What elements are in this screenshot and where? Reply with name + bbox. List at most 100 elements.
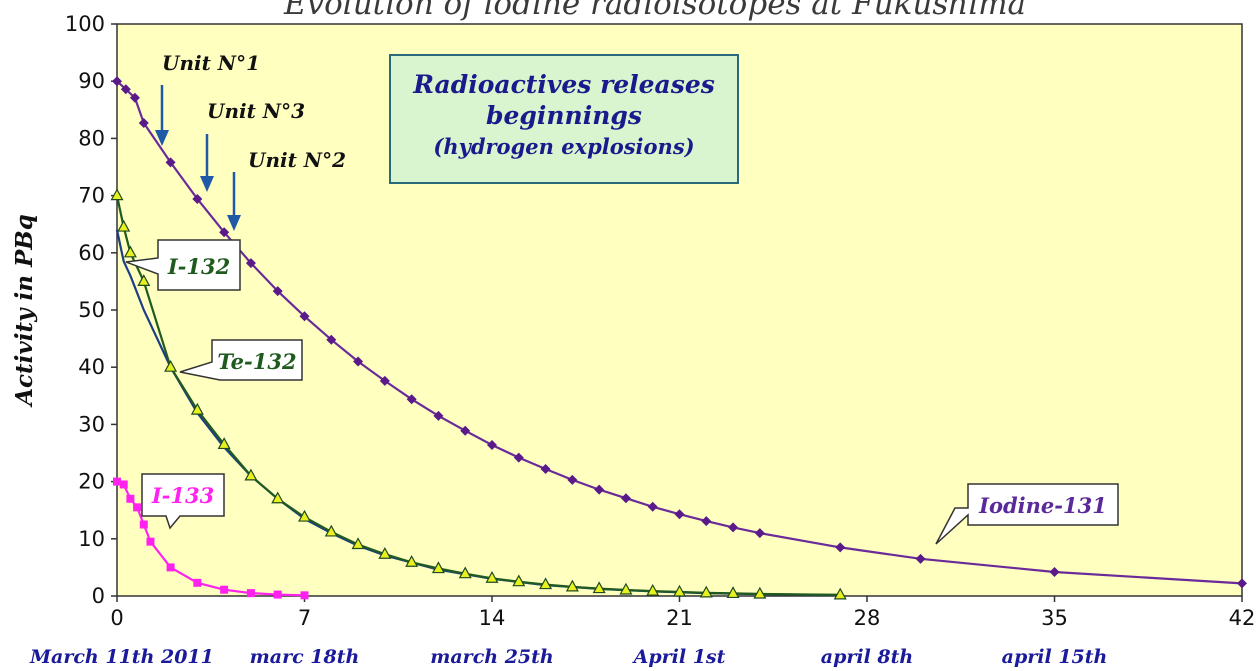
y-tick-label: 70 [78, 184, 105, 208]
data-point [192, 194, 203, 205]
data-point [133, 503, 142, 512]
data-point [512, 574, 526, 587]
data-point [138, 117, 149, 128]
data-point [647, 501, 658, 512]
data-point [123, 245, 137, 258]
data-point [220, 585, 229, 594]
date-label: April 1st [632, 646, 726, 668]
y-axis-label: Activity in PBq [11, 214, 38, 408]
data-point [567, 474, 578, 485]
data-point [299, 311, 310, 322]
data-point [129, 92, 140, 103]
data-point [915, 553, 926, 564]
data-point [165, 157, 176, 168]
data-point [246, 589, 255, 598]
y-tick-label: 40 [78, 355, 105, 379]
data-point [485, 571, 499, 583]
data-point [646, 583, 660, 596]
series-line-2 [115, 195, 841, 596]
x-axis: 0 7 14 21 28 35 42 [110, 596, 1255, 630]
data-point [565, 579, 579, 592]
callout-i133: I-133 [141, 473, 225, 530]
data-point [271, 491, 285, 504]
data-point [117, 219, 131, 232]
data-point [405, 555, 419, 567]
data-point [592, 581, 606, 594]
callout-iodine131: Iodine-131 [935, 483, 1119, 545]
data-point [754, 528, 765, 539]
data-point [460, 425, 471, 436]
y-tick-label: 100 [65, 12, 105, 36]
y-tick-label: 90 [78, 69, 105, 93]
data-point [540, 464, 551, 475]
data-point [513, 452, 524, 463]
data-point [245, 258, 256, 269]
data-point [219, 227, 230, 238]
x-tick-label: 14 [479, 606, 506, 630]
x-tick-label: 0 [110, 606, 123, 630]
y-tick-label: 30 [78, 412, 105, 436]
callout-i132: I-132 [125, 239, 241, 291]
callout-iodine131-label: Iodine-131 [978, 493, 1107, 518]
data-point [112, 76, 122, 87]
data-point [164, 359, 178, 372]
date-label: March 11th 2011 [29, 646, 214, 668]
arrow-down-icon [200, 134, 214, 192]
series-layer [110, 76, 1247, 600]
data-point [244, 468, 258, 481]
data-point [833, 587, 847, 600]
releases-box-line2: beginnings [486, 101, 642, 130]
x-tick-label: 7 [298, 606, 311, 630]
data-point [672, 584, 687, 597]
data-point [379, 375, 390, 386]
data-point [166, 563, 175, 572]
data-point [728, 522, 739, 533]
x-tick-label: 21 [666, 606, 693, 630]
y-axis: 0 10 20 30 40 50 60 70 80 90 100 [65, 12, 117, 608]
data-point [120, 84, 131, 95]
data-point [594, 484, 605, 495]
data-point [353, 356, 364, 367]
data-point [137, 274, 151, 286]
data-point [146, 537, 155, 546]
data-point [193, 578, 202, 587]
y-tick-label: 50 [78, 298, 105, 322]
x-tick-label: 42 [1229, 606, 1256, 630]
callout-i133-label: I-133 [151, 483, 214, 508]
data-point [433, 410, 444, 421]
data-point [273, 590, 282, 599]
date-label: april 8th [821, 646, 913, 668]
data-point [726, 586, 740, 599]
data-point [351, 537, 365, 550]
unit-2-label: Unit N°2 [248, 148, 346, 172]
y-tick-label: 10 [78, 527, 105, 551]
data-point [300, 591, 309, 600]
data-point [406, 394, 417, 405]
callout-i132-label: I-132 [167, 254, 230, 279]
data-point [378, 546, 392, 559]
data-point [190, 402, 204, 415]
chart-title: Evolution of iodine radioisotopes at Fuk… [283, 0, 1026, 22]
releases-box-line1: Radioactives releases [412, 70, 715, 99]
unit-3-label: Unit N°3 [207, 99, 305, 123]
date-label: marc 18th [250, 646, 360, 668]
data-point [620, 493, 631, 504]
x-tick-label: 28 [854, 606, 881, 630]
releases-box-line3: (hydrogen explosions) [433, 134, 694, 159]
arrow-down-icon [227, 172, 241, 231]
data-point [113, 477, 121, 486]
data-point [217, 437, 231, 450]
unit-annotations: Unit N°1 Unit N°3 Unit N°2 [155, 51, 346, 231]
y-tick-label: 0 [92, 584, 105, 608]
releases-box: Radioactives releases beginnings (hydrog… [389, 54, 739, 184]
data-point [674, 509, 685, 520]
data-point [110, 188, 124, 201]
data-point [539, 577, 553, 590]
data-point [324, 524, 338, 537]
date-label: april 15th [1002, 646, 1108, 668]
y-tick-label: 20 [78, 470, 105, 494]
y-tick-label: 60 [78, 241, 105, 265]
data-point [458, 566, 472, 579]
unit-1-label: Unit N°1 [162, 51, 260, 75]
